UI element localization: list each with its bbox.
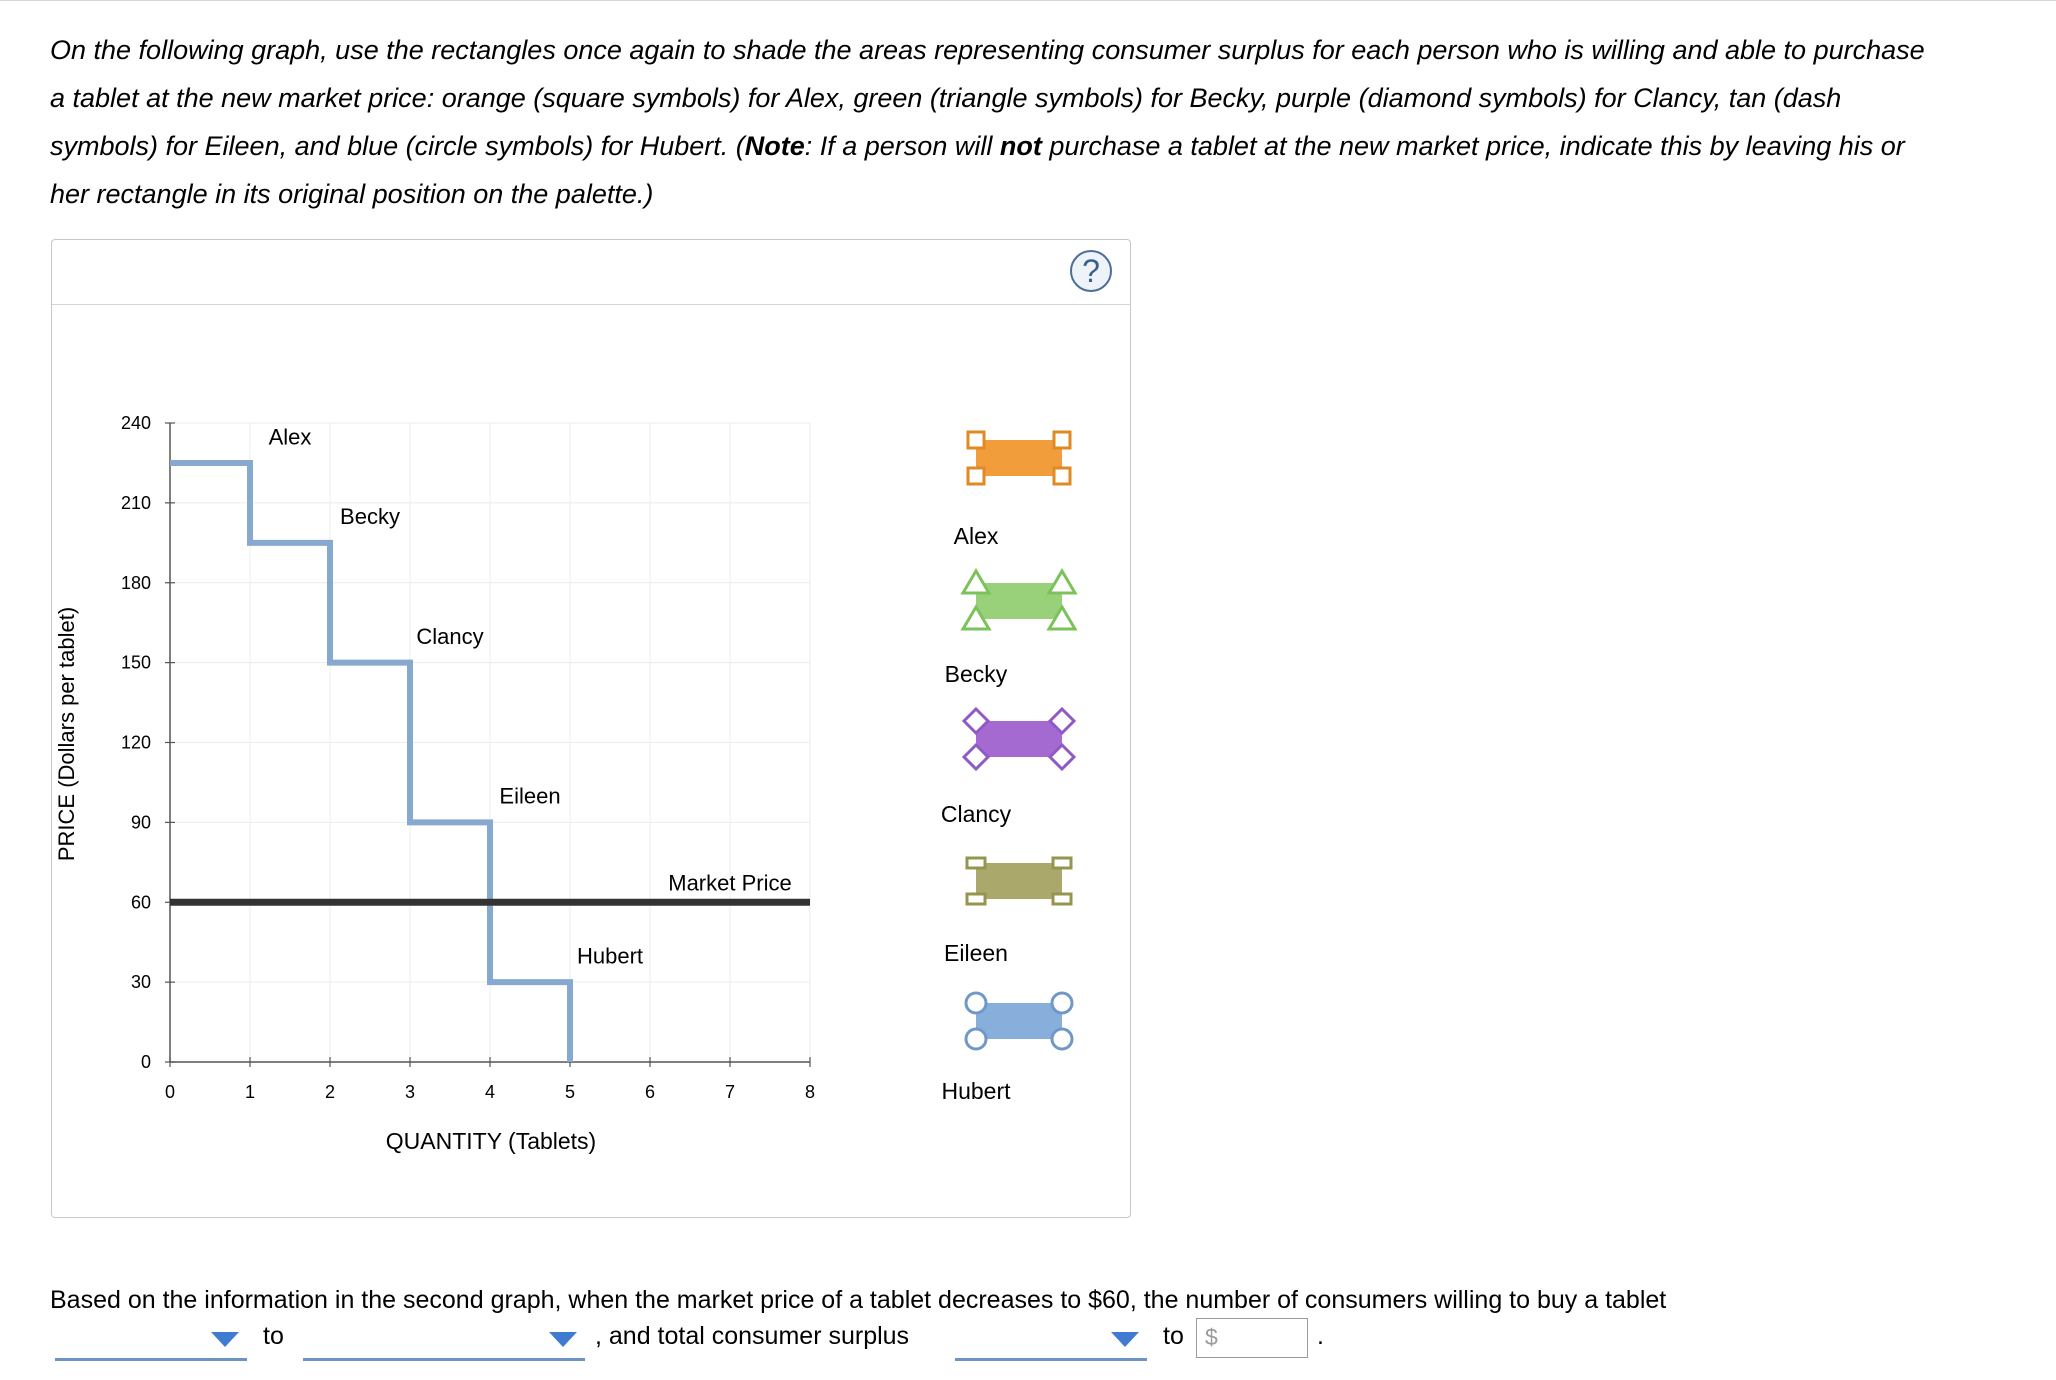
palette-rect-fill-clancy[interactable] (976, 721, 1062, 757)
palette-diamond-handle[interactable] (961, 742, 991, 772)
x-tick-label: 8 (805, 1082, 815, 1102)
x-tick-label: 3 (405, 1082, 415, 1102)
demand-curve (170, 459, 573, 1062)
palette-square-handle[interactable] (966, 430, 986, 450)
y-tick-label: 0 (141, 1052, 151, 1072)
x-tick-label: 2 (325, 1082, 335, 1102)
palette-rect-fill-eileen[interactable] (976, 863, 1062, 899)
step-label-eileen: Eileen (499, 784, 560, 809)
panel-header: ? (52, 240, 1130, 305)
consumer-surplus-graph: 0 1 2 3 4 5 6 7 8 0 30 60 90 120 150 180 210 240 Market P… (121, 413, 1078, 1102)
palette-triangle-handle[interactable] (960, 568, 992, 595)
step-label-becky: Becky (340, 504, 400, 529)
palette-dash-handle[interactable] (1051, 892, 1073, 906)
to-word-1: to (263, 1322, 284, 1350)
palette-label-hubert: Hubert (941, 1078, 1011, 1104)
palette-circle-handle[interactable] (1050, 1027, 1074, 1051)
x-tick-label: 0 (165, 1082, 175, 1102)
palette-label-alex: Alex (953, 523, 999, 549)
help-icon: ? (1082, 253, 1100, 289)
palette-square-handle[interactable] (1052, 466, 1072, 486)
step-label-clancy: Clancy (416, 624, 483, 649)
x-tick-label: 7 (725, 1082, 735, 1102)
palette-triangle-handle[interactable] (960, 604, 992, 631)
y-tick-label: 30 (131, 972, 151, 992)
y-tick-label: 240 (121, 413, 151, 433)
palette-rect-clancy[interactable] (961, 706, 1077, 772)
palette-diamond-handle[interactable] (961, 706, 991, 736)
palette-rect-eileen[interactable] (965, 856, 1073, 906)
x-tick-label: 4 (485, 1082, 495, 1102)
x-tick-label: 1 (245, 1082, 255, 1102)
period: . (1317, 1322, 1324, 1350)
palette-circle-handle[interactable] (1050, 991, 1074, 1015)
x-axis-label: QUANTITY (Tablets) (385, 1128, 597, 1154)
step-label-alex: Alex (269, 424, 312, 449)
top-divider (0, 0, 2056, 1)
palette-dash-handle[interactable] (965, 892, 987, 906)
palette-square-handle[interactable] (1052, 430, 1072, 450)
palette-rect-alex[interactable] (966, 430, 1072, 486)
y-axis-label: PRICE (Dollars per tablet) (54, 606, 79, 862)
y-tick-label: 210 (121, 493, 151, 513)
palette-circle-handle[interactable] (964, 1027, 988, 1051)
consumer-surplus-input-box[interactable]: $ (1196, 1318, 1308, 1358)
palette-diamond-handle[interactable] (1047, 706, 1077, 736)
note-word: Note (744, 131, 805, 161)
palette-rect-fill-becky[interactable] (976, 583, 1062, 619)
y-tick-label: 180 (121, 573, 151, 593)
chevron-down-icon (549, 1332, 577, 1347)
y-tick-label: 90 (131, 812, 151, 832)
consumer-surplus-change-dropdown[interactable] (955, 1318, 1147, 1361)
x-tick-label: 6 (645, 1082, 655, 1102)
y-tick-label: 60 (131, 892, 151, 912)
chevron-down-icon (211, 1332, 239, 1347)
palette-label-eileen: Eileen (944, 940, 1008, 966)
palette-diamond-handle[interactable] (1047, 742, 1077, 772)
palette-label-becky: Becky (944, 661, 1008, 687)
palette-label-clancy: Clancy (940, 801, 1012, 827)
instructions-text: On the following graph, use the rectangl… (50, 35, 1925, 209)
y-tick-label: 120 (121, 733, 151, 753)
step-label-hubert: Hubert (577, 943, 643, 968)
to-word-2: to (1163, 1322, 1184, 1350)
question-text: Based on the information in the second g… (50, 1286, 1667, 1314)
chevron-down-icon (1111, 1332, 1139, 1347)
market-price-label: Market Price (668, 870, 791, 895)
consumer-count-to-dropdown[interactable] (303, 1318, 585, 1361)
palette-rect-fill-alex[interactable] (976, 440, 1062, 476)
palette-rect-hubert[interactable] (964, 991, 1074, 1051)
palette-triangle-handle[interactable] (1046, 604, 1078, 631)
consumer-count-from-dropdown[interactable] (55, 1318, 247, 1361)
palette-circle-handle[interactable] (964, 991, 988, 1015)
dollar-sign: $ (1205, 1324, 1218, 1350)
not-word: not (999, 131, 1042, 161)
consumer-surplus-input[interactable] (1223, 1321, 1307, 1355)
x-tick-label: 5 (565, 1082, 575, 1102)
palette-dash-handle[interactable] (1051, 856, 1073, 870)
y-tick-label: 150 (121, 653, 151, 673)
palette-dash-handle[interactable] (965, 856, 987, 870)
palette-square-handle[interactable] (966, 466, 986, 486)
palette-rect-becky[interactable] (960, 568, 1078, 631)
palette-triangle-handle[interactable] (1046, 568, 1078, 595)
consumer-surplus-phrase: , and total consumer surplus (595, 1322, 910, 1350)
help-button[interactable]: ? (1070, 250, 1112, 292)
palette-rect-fill-hubert[interactable] (976, 1003, 1062, 1039)
graph-panel: ? (51, 239, 1131, 1218)
